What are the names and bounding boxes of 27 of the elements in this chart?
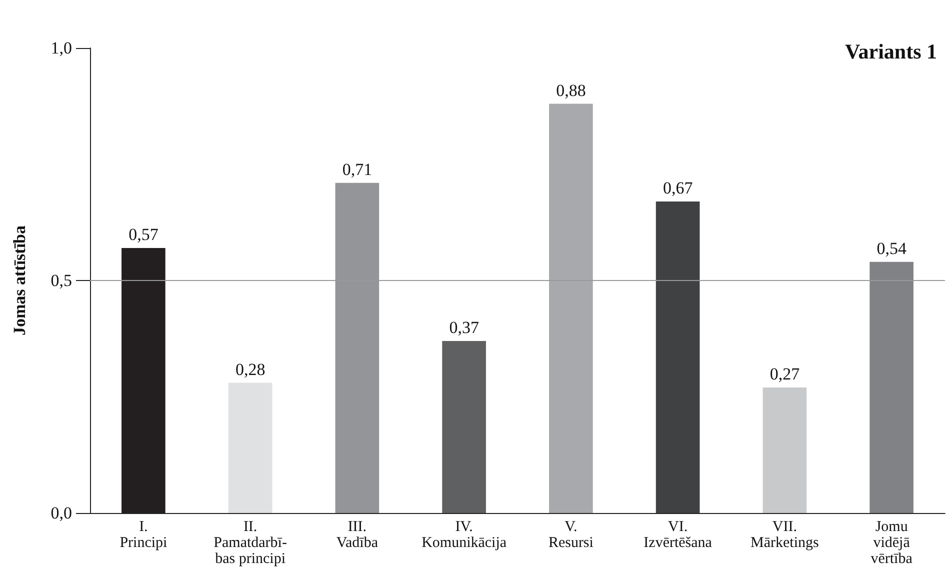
x-tick-label: VII. Mārketings — [750, 519, 820, 551]
bar — [656, 201, 700, 513]
bar — [442, 340, 486, 513]
bar — [870, 262, 914, 513]
x-tick-label: VI. Izvērtēšana — [644, 519, 712, 551]
x-tick-label: III. Vadība — [336, 519, 378, 551]
data-label: 0,27 — [770, 364, 800, 384]
y-axis-title: Jomas attīstība — [10, 224, 29, 336]
bar — [549, 104, 593, 513]
x-tick-label: I. Principi — [120, 519, 168, 551]
y-tick-label: 0,0 — [50, 504, 72, 522]
y-tick-label: 1,0 — [50, 38, 72, 58]
x-tick-label: V. Resursi — [548, 519, 594, 551]
data-label: 0,54 — [876, 238, 907, 258]
chart-title: Variants 1 — [845, 40, 938, 64]
y-tick-label: 0,5 — [50, 271, 72, 290]
bar — [228, 382, 272, 513]
x-tick-label: II. Pamatdarbī- bas principi — [214, 519, 287, 567]
bar — [762, 387, 807, 513]
x-tick-label: IV. Komunikācija — [422, 519, 507, 551]
data-label: 0,37 — [449, 318, 480, 337]
data-label: 0,57 — [128, 224, 159, 244]
data-label: 0,71 — [342, 160, 372, 179]
data-label: 0,28 — [235, 360, 266, 379]
data-label: 0,67 — [662, 178, 694, 198]
x-tick-label: Jomu vidējā vērtība — [870, 519, 913, 567]
data-label: 0,88 — [556, 80, 586, 100]
